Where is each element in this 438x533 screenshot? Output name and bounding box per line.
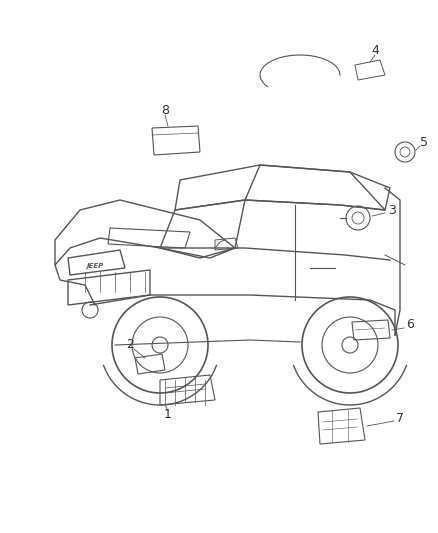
- Text: 7: 7: [396, 411, 404, 424]
- Text: 6: 6: [406, 319, 414, 332]
- Text: JEEP: JEEP: [86, 263, 104, 269]
- Text: 5: 5: [420, 136, 428, 149]
- Text: 2: 2: [126, 338, 134, 351]
- Text: 1: 1: [164, 408, 172, 422]
- Text: 3: 3: [388, 204, 396, 216]
- Text: 8: 8: [161, 103, 169, 117]
- Text: 4: 4: [371, 44, 379, 56]
